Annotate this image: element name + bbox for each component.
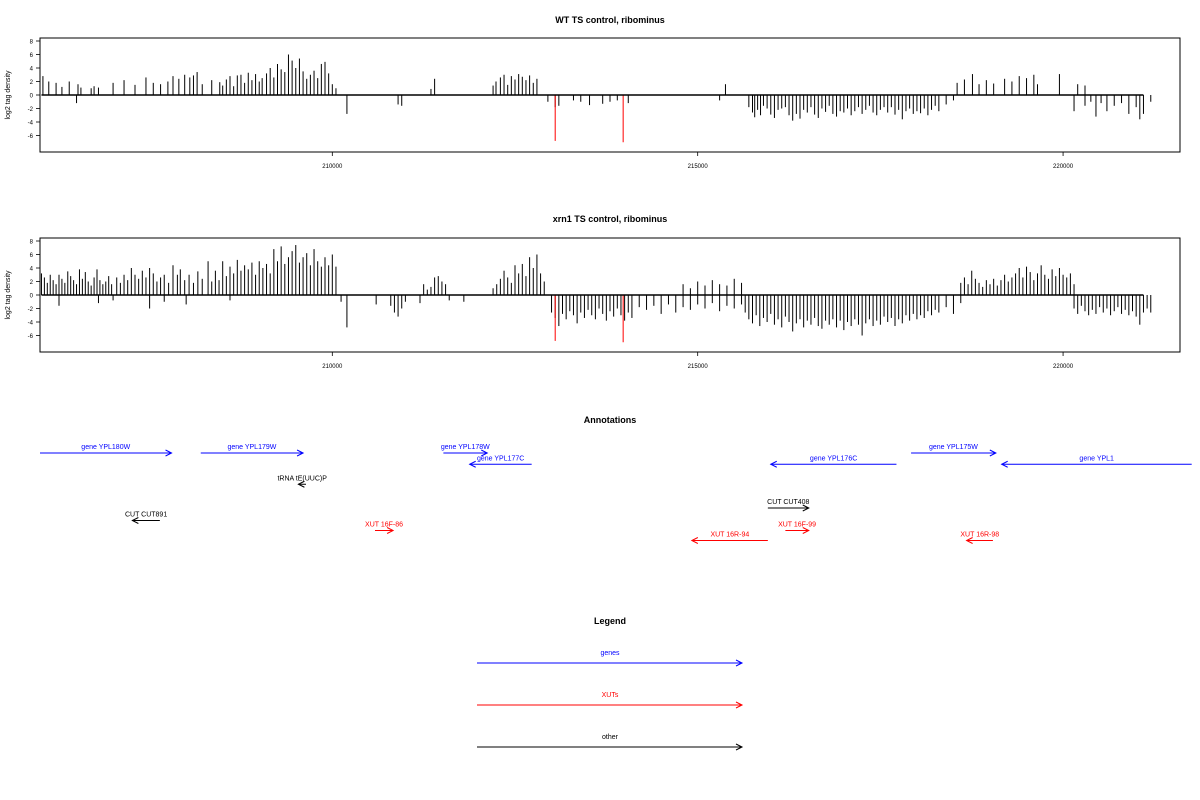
legend-title: Legend [594,616,626,626]
x-tick-label: 220000 [1053,164,1074,170]
y-tick-label: 6 [30,253,34,259]
legend-item-arrow-head [735,659,744,667]
annotations-title: Annotations [584,415,637,425]
feature-arrow-head [481,449,489,457]
wt-track-title: WT TS control, ribominus [555,15,665,25]
legend-item-label: XUTs [602,692,619,699]
y-tick-label: 4 [30,67,34,73]
feature-arrow-head [965,537,973,544]
xrn1-track-title: xrn1 TS control, ribominus [553,214,668,224]
y-tick-label: 0 [30,294,34,300]
xrn1-track-panel: xrn1 TS control, ribominus log2 tag dens… [5,214,1181,370]
legend-item-arrow-head [735,743,744,751]
feature-label: gene YPL179W [227,444,276,451]
feature-arrow-head [769,460,777,468]
y-tick-label: 8 [30,40,34,46]
feature-arrow-head [131,517,139,524]
legend-item-arrow-head [735,701,744,709]
y-tick-label: 0 [30,94,34,100]
feature-label: tRNA tE(UUC)P [277,475,327,482]
feature-arrow-head [989,449,997,457]
feature-label: gene YPL175W [929,444,978,451]
x-tick-label: 210000 [322,364,343,370]
feature-label: gene YPL180W [81,444,130,451]
feature-arrow-head [165,449,173,457]
feature-arrow-head [1000,460,1008,468]
feature-label: CUT CUT408 [767,499,809,506]
annotations-panel: Annotations gene YPL180W gene YPL179W gene… [40,415,1192,544]
feature-arrow-head [802,527,810,534]
feature-label: gene YPL178W [441,444,490,451]
y-tick-label: 8 [30,240,34,246]
feature-arrow-head [468,460,476,468]
legend-panel: Legend genes XUTs other [477,616,744,751]
feature-arrow-head [386,527,395,534]
legend-item-label: genes [600,650,620,657]
feature-label: XUT 16R-94 [710,532,749,539]
x-tick-label: 215000 [688,364,709,370]
y-tick-label: -6 [28,134,34,140]
feature-label: XUT 16F-99 [778,522,816,529]
feature-arrow-head [296,449,305,457]
feature-label: XUT 16F-86 [365,522,403,529]
feature-arrow-head [297,480,305,488]
y-tick-label: 2 [30,280,34,286]
x-tick-label: 215000 [688,164,709,170]
feature-arrow-head [690,537,699,544]
y-tick-label: -2 [28,107,34,113]
wt-track-panel: WT TS control, ribominus log2 tag densit… [5,15,1181,170]
y-tick-label: 4 [30,267,34,273]
y-tick-label: 2 [30,80,34,86]
wt-track-ylabel: log2 tag density [5,70,12,120]
feature-label: CUT CUT891 [125,512,167,519]
feature-label: gene YPL1 [1079,455,1114,462]
y-tick-label: -2 [28,307,34,313]
feature-arrow-head [802,504,810,512]
feature-label: gene YPL177C [477,455,524,462]
legend-item-label: other [602,734,619,741]
y-tick-label: 6 [30,53,34,59]
y-tick-label: -4 [28,321,34,327]
y-tick-label: -4 [28,121,34,127]
x-tick-label: 210000 [322,164,343,170]
x-tick-label: 220000 [1053,364,1074,370]
feature-label: XUT 16R-98 [960,532,999,539]
y-tick-label: -6 [28,334,34,340]
feature-label: gene YPL176C [810,455,857,462]
xrn1-track-ylabel: log2 tag density [5,270,12,320]
